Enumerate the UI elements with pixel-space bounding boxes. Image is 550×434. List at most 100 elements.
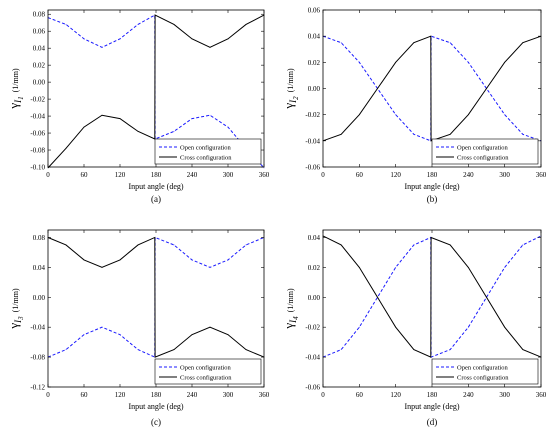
data-point-open [65, 349, 67, 351]
data-point-cross [467, 266, 469, 268]
y-tick-label: -0.06 [305, 384, 320, 392]
data-point-cross [449, 133, 451, 135]
y-tick-label: -0.04 [30, 113, 45, 121]
data-point-open [227, 126, 229, 128]
x-tick-label: 300 [499, 391, 510, 399]
y-axis-symbol: γ [6, 103, 21, 110]
y-tick-label: -0.10 [30, 164, 45, 172]
legend-box [154, 358, 262, 385]
data-point-cross [119, 118, 121, 120]
chart-panel-1: 0 60 120 180 240 300 360 -0.10 -0.08 -0.06 -0.04 -0… [6, 9, 270, 204]
chart-panel-2: 0 60 120 180 240 300 360 -0.06 -0.04 -0.02 0.00 0.0… [281, 7, 547, 205]
data-point-cross [358, 114, 360, 116]
y-axis-subscript: I [13, 99, 23, 104]
data-point-open [395, 114, 397, 116]
panel-label: (b) [427, 194, 438, 204]
data-point-open [119, 38, 121, 40]
data-point-cross [522, 349, 524, 351]
y-axis-subsubscript: 1 [17, 96, 25, 100]
x-tick-label: 0 [46, 171, 50, 179]
x-tick-label: 360 [259, 391, 270, 399]
y-tick-label: -0.04 [305, 137, 320, 145]
x-axis-label: Input angle (deg) [128, 182, 183, 191]
data-point-open [227, 259, 229, 261]
data-point-cross [101, 266, 103, 268]
y-tick-label: -0.06 [305, 164, 320, 172]
data-point-open [467, 326, 469, 328]
data-point-cross [47, 167, 49, 169]
x-axis-label: Input angle (deg) [404, 182, 459, 191]
y-tick-label: 0.02 [308, 59, 321, 67]
data-point-cross [209, 326, 211, 328]
legend-label-cross: Cross configuration [457, 155, 509, 162]
legend-label-open: Open configuration [180, 145, 231, 152]
data-point-cross [245, 24, 247, 25]
data-point-cross [227, 38, 229, 40]
series-line-open [322, 35, 542, 142]
y-tick-label: 0.06 [33, 28, 46, 36]
x-tick-label: 0 [321, 391, 325, 399]
data-point-open [173, 130, 175, 132]
data-point-open [467, 61, 469, 63]
data-point-open [504, 114, 506, 116]
x-tick-label: 240 [463, 171, 474, 179]
legend-box [431, 358, 539, 385]
y-axis-subscript: I [288, 319, 298, 324]
y-axis-symbol: γ [281, 323, 296, 330]
x-tick-label: 300 [499, 171, 510, 179]
x-tick-label: 120 [390, 171, 401, 179]
data-point-open [83, 334, 85, 336]
y-tick-label: 0.02 [308, 264, 321, 272]
y-axis-symbol: γ [281, 103, 296, 110]
x-axis-label: Input angle (deg) [128, 402, 183, 411]
y-tick-label: 0.00 [308, 294, 321, 302]
data-point-cross [413, 349, 415, 351]
y-tick-label: 0.04 [33, 45, 46, 53]
data-point-open [191, 118, 193, 120]
data-point-open [245, 244, 247, 246]
series-line-cross [322, 35, 542, 142]
x-tick-label: 240 [463, 391, 474, 399]
x-tick-label: 180 [151, 171, 162, 179]
legend-box [431, 138, 539, 165]
data-point-cross [449, 244, 451, 246]
data-point-open [137, 349, 139, 351]
data-point-open [504, 266, 506, 268]
data-point-cross [65, 147, 67, 149]
y-axis-label: γI1 (1/mm) [6, 68, 25, 110]
y-tick-label: 0.06 [308, 7, 321, 15]
y-axis-unit: (1/mm) [11, 288, 20, 312]
data-point-cross [137, 244, 139, 246]
x-tick-label: 360 [536, 391, 547, 399]
data-point-cross [173, 24, 175, 25]
data-point-cross [467, 114, 469, 116]
legend: Open configuration Cross configuration [431, 358, 539, 385]
panel-label: (d) [427, 417, 438, 427]
y-axis-subsubscript: 2 [292, 96, 300, 100]
y-tick-label: -0.12 [30, 384, 45, 392]
data-point-cross [377, 296, 378, 298]
legend-label-open: Open configuration [457, 365, 508, 372]
legend-label-open: Open configuration [457, 145, 508, 152]
data-point-open [191, 259, 193, 261]
y-tick-label: 0.00 [308, 85, 321, 93]
data-point-cross [173, 349, 175, 351]
data-point-open [449, 42, 451, 44]
data-point-cross [504, 61, 506, 63]
series-line-open [322, 235, 542, 358]
data-point-cross [340, 133, 342, 135]
data-point-open [522, 133, 524, 135]
chart-panel-4: 0 60 120 180 240 300 360 -0.06 -0.04 -0.02 0.00 0.0… [281, 229, 547, 427]
data-point-cross [154, 14, 156, 16]
data-point-cross [486, 296, 487, 298]
y-tick-label: -0.04 [30, 324, 45, 332]
data-point-cross [227, 334, 229, 336]
y-tick-label: -0.02 [305, 324, 320, 332]
y-axis-subsubscript: 3 [17, 316, 25, 321]
legend-label-cross: Cross configuration [457, 375, 509, 382]
y-tick-label: 0.00 [33, 294, 46, 302]
panel-label: (c) [151, 417, 161, 427]
y-tick-label: -0.08 [30, 147, 45, 155]
data-point-cross [65, 244, 67, 246]
data-point-cross [83, 259, 85, 261]
